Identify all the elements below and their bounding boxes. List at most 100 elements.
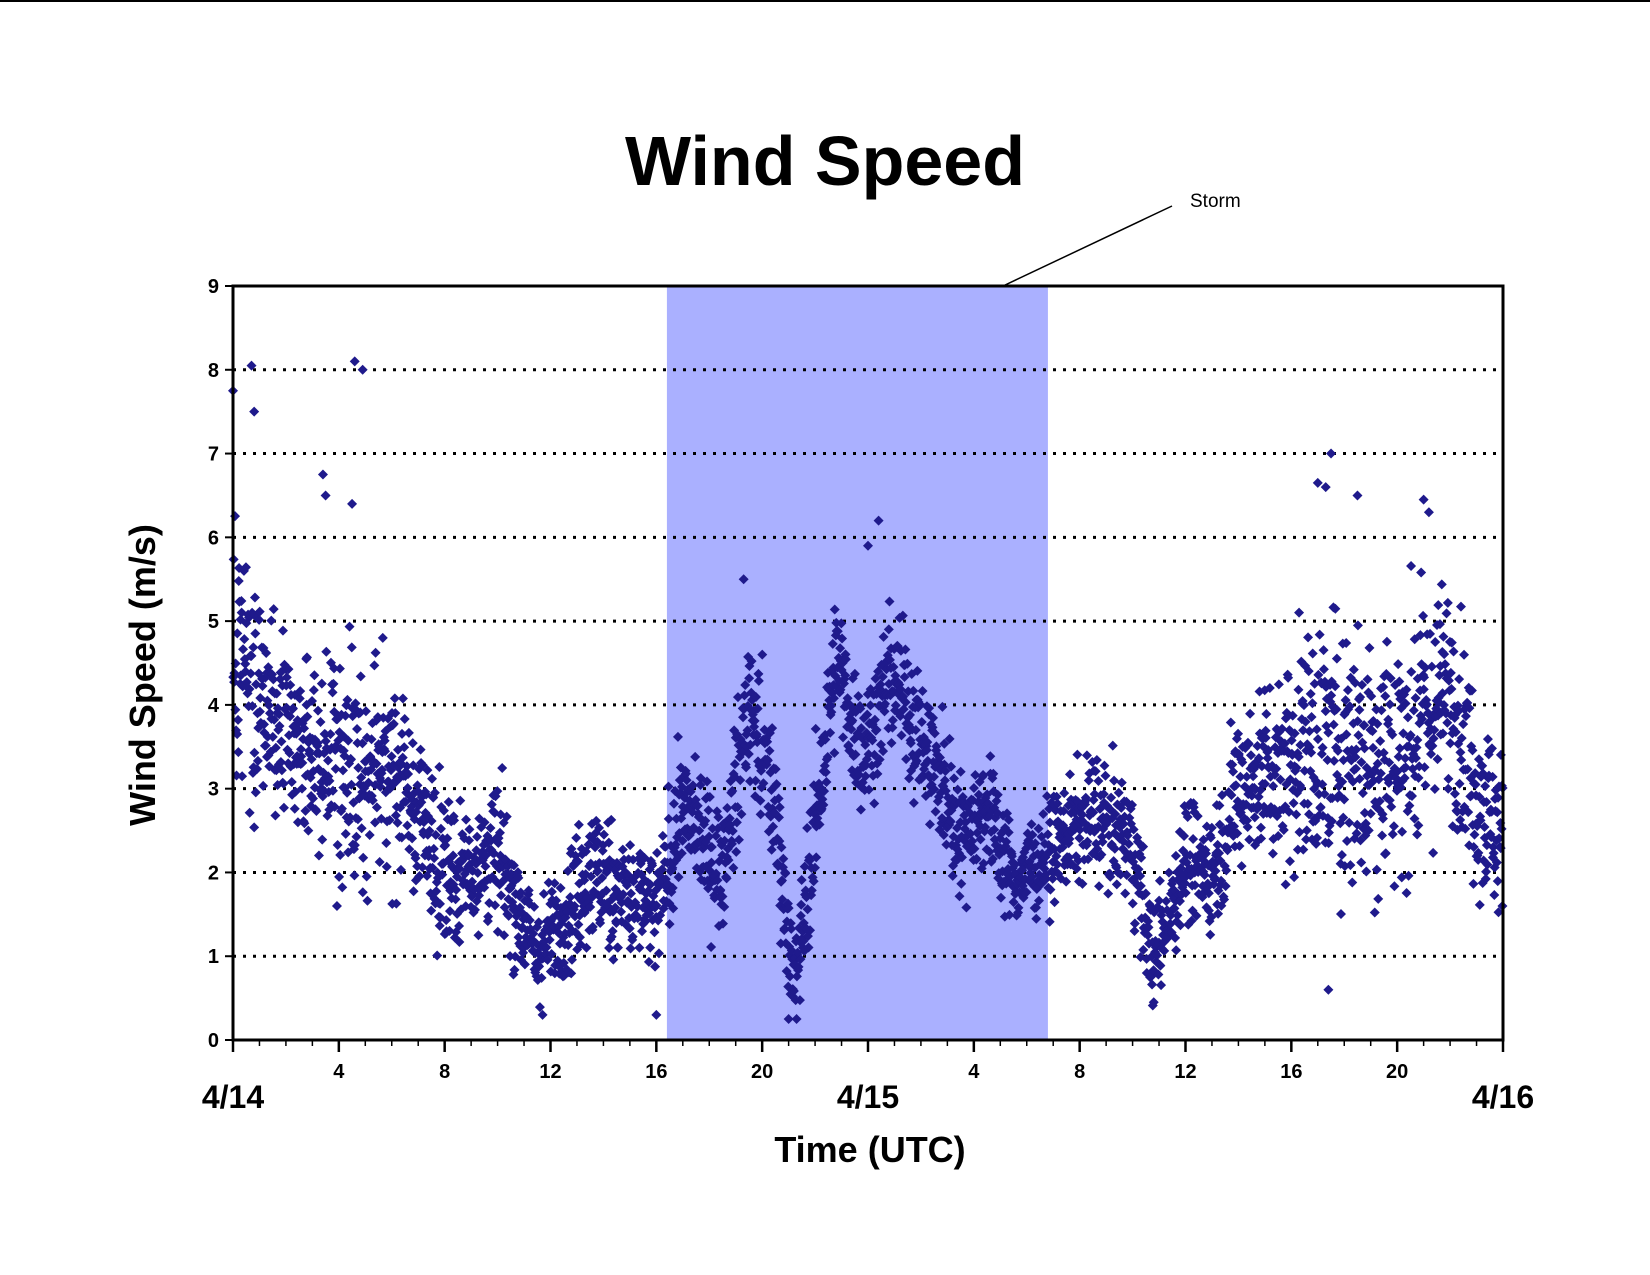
data-point <box>1089 789 1100 800</box>
data-point <box>753 668 764 679</box>
data-point <box>745 776 756 787</box>
data-point <box>1387 829 1398 840</box>
top-border-line <box>0 0 1650 2</box>
data-point <box>780 868 791 879</box>
data-point <box>1377 813 1388 824</box>
data-point <box>1413 820 1424 831</box>
data-point <box>1214 800 1225 811</box>
data-point <box>360 706 371 717</box>
data-point <box>847 715 858 726</box>
data-point <box>695 780 706 791</box>
data-point <box>855 703 866 714</box>
data-point <box>1353 730 1364 741</box>
data-point <box>503 910 514 921</box>
data-point <box>1241 771 1252 782</box>
data-point <box>1172 910 1183 921</box>
data-point <box>634 942 645 953</box>
data-point <box>1350 763 1361 774</box>
data-point <box>884 654 895 665</box>
data-point <box>415 744 426 755</box>
data-point <box>546 949 557 960</box>
data-point <box>1280 879 1291 890</box>
data-point <box>766 844 777 855</box>
data-point <box>1429 724 1440 735</box>
data-point <box>1154 875 1165 886</box>
data-point <box>1397 826 1408 837</box>
data-point <box>402 783 413 794</box>
data-point <box>1260 725 1271 736</box>
data-point <box>523 885 534 896</box>
data-point <box>332 840 343 851</box>
data-point <box>254 614 265 625</box>
data-point <box>268 674 279 685</box>
data-point <box>357 738 368 749</box>
data-point <box>947 870 958 881</box>
data-point <box>270 742 281 753</box>
data-point <box>441 915 452 926</box>
data-point <box>727 785 738 796</box>
data-point <box>795 910 806 921</box>
data-point <box>1437 728 1448 739</box>
data-point <box>1487 771 1498 782</box>
data-point <box>1299 765 1310 776</box>
data-point <box>673 872 684 883</box>
data-point <box>1335 908 1346 919</box>
data-point <box>1245 708 1256 719</box>
data-point <box>625 888 636 899</box>
data-point <box>519 959 530 970</box>
data-point <box>427 773 438 784</box>
data-point <box>879 706 890 717</box>
data-point <box>294 693 305 704</box>
data-point <box>856 723 867 734</box>
data-point <box>1099 760 1110 771</box>
data-point <box>610 902 621 913</box>
data-point <box>860 760 871 771</box>
data-point <box>1198 834 1209 845</box>
data-point <box>1278 824 1289 835</box>
data-point <box>1129 918 1140 929</box>
data-point <box>1330 681 1341 692</box>
data-point <box>603 837 614 848</box>
data-point <box>1452 806 1463 817</box>
data-point <box>1294 827 1305 838</box>
data-point <box>837 633 848 644</box>
data-point <box>266 615 277 626</box>
data-point <box>1481 797 1492 808</box>
data-point <box>1051 791 1062 802</box>
data-point <box>327 687 338 698</box>
data-point <box>408 886 419 897</box>
data-point <box>1341 729 1352 740</box>
data-point <box>1275 774 1286 785</box>
data-point <box>236 595 247 606</box>
data-point <box>820 734 831 745</box>
data-point <box>1423 507 1434 518</box>
data-point <box>1031 913 1042 924</box>
data-point <box>946 761 957 772</box>
data-point <box>361 871 372 882</box>
data-point <box>1175 920 1186 931</box>
data-point <box>625 943 636 954</box>
data-point <box>1026 819 1037 830</box>
data-point <box>800 885 811 896</box>
data-point <box>379 735 390 746</box>
data-point <box>912 665 923 676</box>
data-point <box>306 754 317 765</box>
data-point <box>369 660 380 671</box>
data-point <box>970 769 981 780</box>
data-point <box>770 764 781 775</box>
data-point <box>855 804 866 815</box>
data-point <box>1463 807 1474 818</box>
data-point <box>483 911 494 922</box>
data-point <box>549 878 560 889</box>
data-point <box>1100 770 1111 781</box>
data-point <box>546 886 557 897</box>
data-point <box>1205 832 1216 843</box>
data-point <box>762 755 773 766</box>
data-point <box>337 882 348 893</box>
data-point <box>783 903 794 914</box>
data-point <box>917 685 928 696</box>
data-point <box>1467 745 1478 756</box>
data-point <box>681 775 692 786</box>
data-point <box>249 406 260 417</box>
data-point <box>1074 833 1085 844</box>
